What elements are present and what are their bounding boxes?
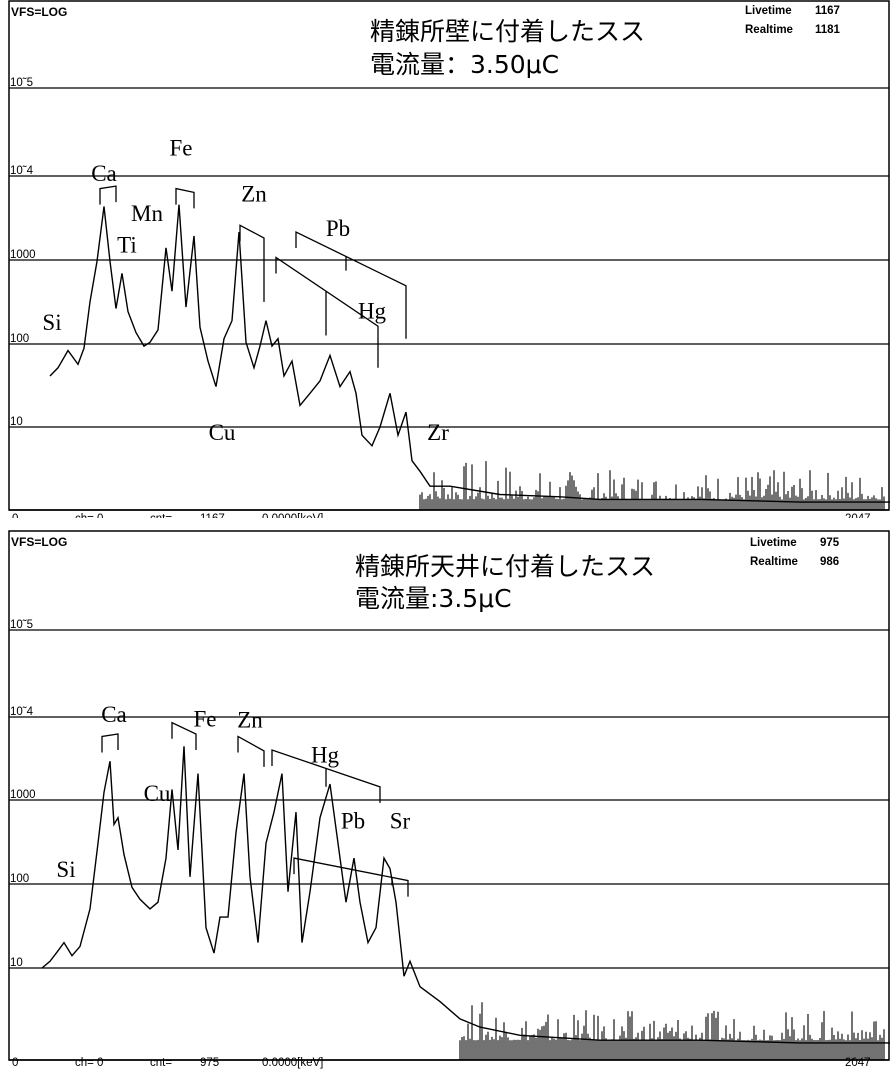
chart-subtitle: 電流量：3.50μC — [370, 50, 559, 79]
element-label-pb: Pb — [341, 808, 365, 833]
realtime-value: 1181 — [815, 24, 841, 36]
channel-readout: ch= 0 — [75, 1057, 103, 1069]
element-label-hg: Hg — [311, 743, 340, 768]
x-axis-max: 2047 — [845, 513, 871, 518]
count-label: cnt= — [150, 513, 172, 518]
spectrum-trace — [50, 205, 890, 502]
element-marker — [102, 734, 118, 752]
scale-label: VFS=LOG — [11, 535, 67, 549]
spectrum-svg: 10˜5 10˜4 1000 100 10 VFS=LOG 精錬所天井に付着したスス電流量:… — [0, 530, 890, 1070]
chart-title: 精錬所天井に付着したスス — [355, 552, 655, 581]
element-label-pb: Pb — [326, 216, 350, 241]
channel-readout: ch= 0 — [75, 513, 103, 518]
y-tick-label: 10˜5 — [10, 77, 33, 89]
element-label-fe: Fe — [170, 135, 193, 160]
y-tick-label: 10 — [10, 957, 23, 969]
element-label-sr: Sr — [390, 808, 411, 833]
element-label-cu: Cu — [144, 781, 171, 806]
spectrum-noise — [420, 461, 884, 510]
count-value: 975 — [200, 1057, 219, 1069]
y-tick-label: 100 — [10, 873, 29, 885]
element-label-mn: Mn — [131, 201, 163, 226]
chart-title: 精錬所壁に付着したスス — [370, 17, 645, 46]
element-marker — [240, 225, 264, 302]
spectrum-svg: 10˜5 10˜4 1000 100 10 VFS=LOG 精錬所壁に付着したスス電流量：3… — [0, 0, 890, 518]
x-axis-max: 2047 — [845, 1057, 871, 1069]
realtime-label: Realtime — [750, 556, 798, 568]
element-label-zn: Zn — [241, 181, 267, 206]
element-label-cu: Cu — [209, 420, 236, 445]
scale-label: VFS=LOG — [11, 5, 67, 19]
element-label-fe: Fe — [194, 707, 217, 732]
y-tick-label: 1000 — [10, 249, 36, 261]
livetime-value: 975 — [820, 537, 840, 549]
y-tick-label: 10˜5 — [10, 619, 33, 631]
element-label-hg: Hg — [358, 299, 387, 324]
x-axis-min: 0 — [12, 1057, 18, 1069]
element-label-zr: Zr — [427, 420, 449, 445]
spectrum-noise — [460, 1002, 884, 1060]
chart-subtitle: 電流量:3.5μC — [355, 584, 512, 613]
y-tick-label: 1000 — [10, 789, 36, 801]
element-marker — [100, 186, 116, 204]
count-label: cnt= — [150, 1057, 172, 1069]
realtime-label: Realtime — [745, 24, 793, 36]
energy-readout: 0.0000[keV] — [262, 513, 323, 518]
element-label-si: Si — [42, 310, 61, 335]
element-marker — [172, 723, 196, 750]
spectrum-panel-ceiling: 10˜5 10˜4 1000 100 10 VFS=LOG 精錬所天井に付着したスス 電流量:… — [0, 530, 890, 1070]
livetime-label: Livetime — [750, 537, 797, 549]
y-tick-label: 100 — [10, 333, 29, 345]
y-tick-label: 10 — [10, 416, 23, 428]
x-axis-min: 0 — [12, 513, 18, 518]
element-label-ca: Ca — [101, 702, 127, 727]
spectrum-panel-wall: 10˜5 10˜4 1000 100 10 VFS=LOG 精錬所壁に付着したスス 電流量：3… — [0, 0, 890, 518]
count-value: 1167 — [200, 513, 225, 518]
y-tick-label: 10˜4 — [10, 165, 34, 177]
element-label-ca: Ca — [91, 161, 117, 186]
element-marker — [238, 736, 264, 766]
element-marker — [296, 232, 406, 339]
y-tick-label: 10˜4 — [10, 706, 34, 718]
livetime-label: Livetime — [745, 5, 792, 17]
energy-readout: 0.0000[keV] — [262, 1057, 323, 1069]
livetime-value: 1167 — [815, 5, 840, 17]
element-label-zn: Zn — [237, 708, 263, 733]
element-label-ti: Ti — [117, 232, 137, 257]
element-label-si: Si — [56, 857, 75, 882]
realtime-value: 986 — [820, 556, 839, 568]
